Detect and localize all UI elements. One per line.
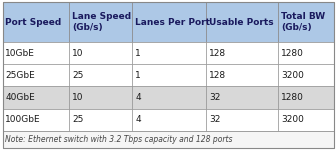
Text: 32: 32 xyxy=(209,93,220,102)
Bar xyxy=(3,86,69,109)
Bar xyxy=(132,109,206,131)
Bar xyxy=(206,42,279,64)
Bar xyxy=(279,2,334,42)
Bar xyxy=(3,64,69,86)
Bar xyxy=(3,42,69,64)
Bar xyxy=(69,64,132,86)
Text: 128: 128 xyxy=(209,71,226,80)
Text: 3200: 3200 xyxy=(281,115,304,124)
Bar xyxy=(279,109,334,131)
Text: 40GbE: 40GbE xyxy=(5,93,35,102)
Text: Lanes Per Port: Lanes Per Port xyxy=(135,18,210,27)
Text: 25: 25 xyxy=(72,71,83,80)
Bar xyxy=(3,2,69,42)
Bar xyxy=(206,86,279,109)
Text: Note: Ethernet switch with 3.2 Tbps capacity and 128 ports: Note: Ethernet switch with 3.2 Tbps capa… xyxy=(5,135,233,144)
Bar xyxy=(279,86,334,109)
Bar xyxy=(69,86,132,109)
Text: 10: 10 xyxy=(72,49,84,58)
Text: Lane Speed
(Gb/s): Lane Speed (Gb/s) xyxy=(72,12,131,32)
Text: Usable Ports: Usable Ports xyxy=(209,18,274,27)
Text: 32: 32 xyxy=(209,115,220,124)
Text: 10: 10 xyxy=(72,93,84,102)
Bar xyxy=(69,2,132,42)
Bar xyxy=(132,2,206,42)
Bar xyxy=(132,64,206,86)
Text: 10GbE: 10GbE xyxy=(5,49,35,58)
Text: 1280: 1280 xyxy=(281,49,304,58)
Text: 1: 1 xyxy=(135,49,141,58)
Text: 1280: 1280 xyxy=(281,93,304,102)
Bar xyxy=(132,42,206,64)
Bar xyxy=(3,131,334,148)
Text: Port Speed: Port Speed xyxy=(5,18,61,27)
Bar xyxy=(69,109,132,131)
Text: Total BW
(Gb/s): Total BW (Gb/s) xyxy=(281,12,325,32)
Bar xyxy=(206,2,279,42)
Text: 4: 4 xyxy=(135,93,141,102)
Text: 128: 128 xyxy=(209,49,226,58)
Text: 3200: 3200 xyxy=(281,71,304,80)
Bar xyxy=(206,109,279,131)
Bar xyxy=(279,64,334,86)
Bar xyxy=(69,42,132,64)
Bar xyxy=(279,42,334,64)
Bar xyxy=(3,109,69,131)
Text: 25: 25 xyxy=(72,115,83,124)
Text: 4: 4 xyxy=(135,115,141,124)
Text: 1: 1 xyxy=(135,71,141,80)
Text: 25GbE: 25GbE xyxy=(5,71,35,80)
Bar xyxy=(206,64,279,86)
Text: 100GbE: 100GbE xyxy=(5,115,41,124)
Bar xyxy=(132,86,206,109)
